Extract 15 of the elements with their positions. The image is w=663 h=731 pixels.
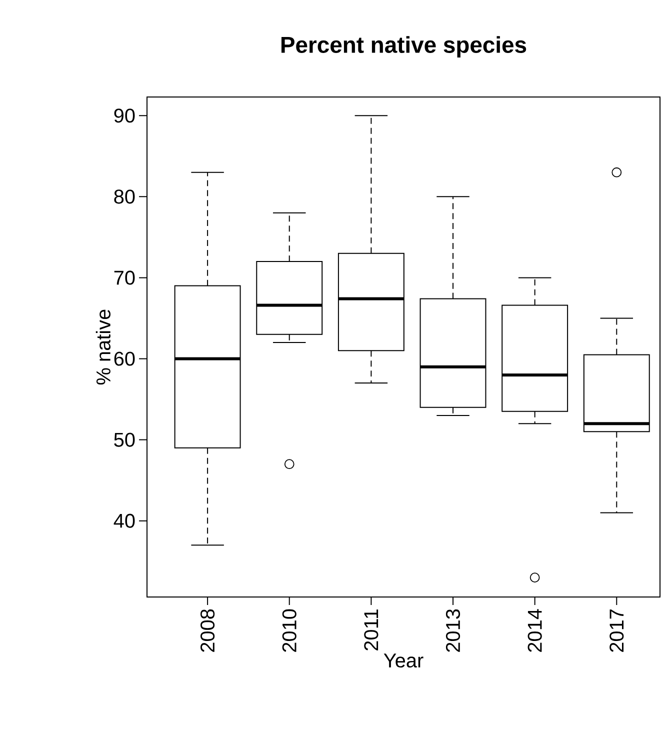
x-axis-title: Year xyxy=(384,654,424,668)
x-tick-label: 2013 xyxy=(446,609,460,652)
y-axis-title: % native xyxy=(96,310,110,385)
y-tick-label: 90 xyxy=(114,108,135,123)
x-tick-label: 2008 xyxy=(200,609,215,652)
y-tick-label: 50 xyxy=(114,432,135,447)
x-tick-label: 2014 xyxy=(528,609,542,652)
x-tick-label: 2011 xyxy=(364,609,378,650)
x-tick-label: 2010 xyxy=(282,609,296,652)
y-tick-label: 70 xyxy=(114,270,135,285)
y-tick-label: 60 xyxy=(114,352,135,366)
chart-title: Percent native species xyxy=(281,36,526,58)
y-tick-label: 40 xyxy=(114,514,135,528)
y-tick-label: 80 xyxy=(114,190,135,204)
x-tick-label: 2017 xyxy=(610,610,624,652)
